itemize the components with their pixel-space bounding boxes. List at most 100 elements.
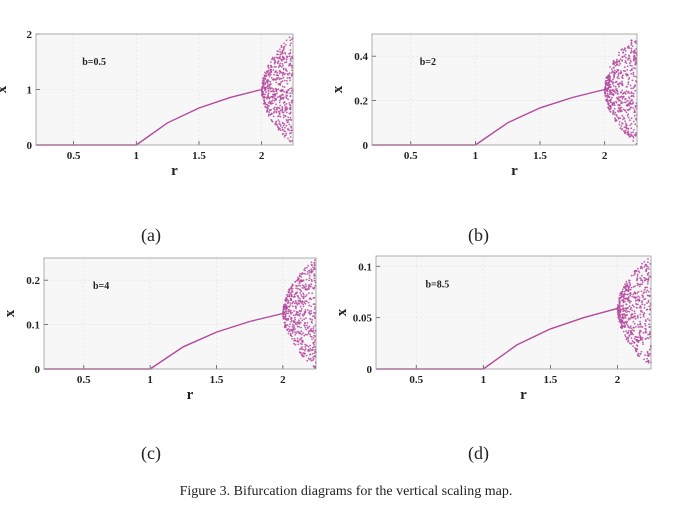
chaotic-point [633,322,636,325]
chaotic-point [313,273,316,276]
chaotic-point [624,61,627,63]
chaotic-point [273,61,276,64]
chaotic-point [284,126,286,129]
chaotic-point [287,121,289,124]
chaotic-point [277,126,279,128]
chaotic-point [633,52,636,55]
chaotic-point [293,320,296,323]
chaotic-point [647,301,650,303]
chaotic-point [266,70,268,73]
chaotic-point [275,65,277,68]
chaotic-point [272,107,275,110]
chaotic-point [624,298,627,300]
y-tick-label: 0.2 [354,96,368,108]
chaotic-point [624,109,626,112]
chaotic-point [304,333,307,336]
chaotic-point [632,320,635,323]
chaotic-point [624,290,627,292]
chaotic-point [277,50,280,53]
chaotic-point [279,124,282,127]
chaotic-point [288,129,291,132]
chaotic-point [640,290,643,292]
chaotic-point [277,110,280,113]
chaotic-point [619,99,621,102]
chaotic-point [308,269,311,272]
chaotic-point [628,76,631,79]
chaotic-point [638,296,641,299]
chaotic-point [649,352,651,355]
x-axis-label: r [187,387,194,403]
chaotic-point [619,104,621,106]
chaotic-point [291,301,294,304]
chaotic-point [265,72,267,75]
chaotic-point [648,326,651,329]
chaotic-point [617,117,620,120]
chaotic-point [641,262,643,265]
chaotic-point [262,79,265,82]
chaotic-point [610,68,613,71]
chaotic-point [623,101,626,104]
chaotic-point [621,315,624,317]
chaotic-point [627,290,630,292]
chaotic-point [618,123,621,126]
chaotic-point [616,63,619,66]
chaotic-point [291,38,293,41]
chaotic-point [299,312,301,315]
chaotic-point [646,282,649,285]
chaotic-point [636,292,639,294]
chaotic-point [303,313,306,315]
chaotic-point [295,287,297,290]
chaotic-point [631,64,633,67]
chaotic-point [288,315,291,318]
chaotic-point [287,332,290,335]
chaotic-point [294,333,297,336]
chaotic-point [642,341,644,344]
chaotic-point [294,339,297,342]
chaotic-point [621,80,623,83]
chaotic-point [311,319,314,321]
chaotic-point [297,287,299,290]
chaotic-point [281,80,284,83]
chaotic-point [607,99,610,102]
chaotic-point [624,50,627,52]
chaotic-point [637,326,640,328]
chaotic-point [622,116,625,119]
chaotic-point [308,271,311,274]
chaotic-point [290,320,292,323]
chaotic-point [633,75,635,78]
chaotic-point [628,57,631,59]
chart-panel-d: 0.5 1 1.5 2 0 0.05 0.1 r x b=8.5 [328,246,658,416]
chaotic-point [626,65,629,68]
chaotic-point [603,90,606,93]
chaotic-point [283,73,286,76]
chaotic-point [297,311,299,314]
chaotic-point [634,63,637,66]
chaotic-point [286,91,289,94]
chaotic-point [311,346,314,349]
chaotic-point [270,70,273,73]
chaotic-point [304,348,307,350]
chaotic-point [313,352,316,354]
chaotic-point [275,77,278,80]
chaotic-point [293,293,296,296]
chaotic-point [312,315,314,318]
chaotic-point [290,298,292,301]
chaotic-point [293,302,296,305]
chaotic-point [622,304,624,307]
x-tick-label: 2 [615,374,621,386]
y-tick-label: 0 [35,364,41,376]
chaotic-point [307,345,310,348]
chaotic-point [625,308,628,311]
chaotic-point [278,127,280,130]
chaotic-point [273,59,276,61]
chaotic-point [290,293,293,296]
chaotic-point [619,292,622,295]
chaotic-point [298,321,301,323]
chaotic-point [261,88,263,90]
chaotic-point [629,92,631,94]
chaotic-point [287,300,290,303]
chaotic-point [609,105,612,107]
chaotic-point [301,348,303,351]
chaotic-point [304,349,306,352]
chaotic-point [284,325,287,327]
